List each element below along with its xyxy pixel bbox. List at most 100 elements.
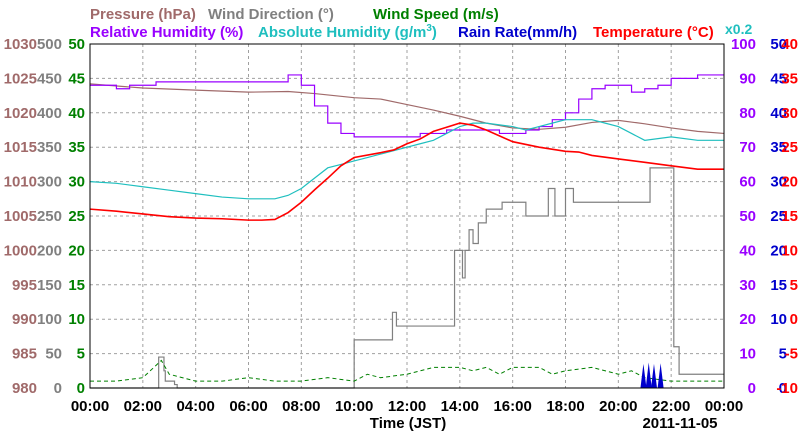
wind-speed-m-s-line: [90, 359, 724, 382]
temp-tick-label: 35: [781, 70, 798, 87]
x-tick-label: 04:00: [176, 398, 214, 415]
pressure-tick-label: 1030: [4, 36, 37, 53]
rh-tick-label: 80: [739, 105, 756, 122]
pressure-tick-label: 1020: [4, 105, 37, 122]
rain-tick-label: 5: [779, 346, 787, 363]
wind_speed-tick-label: 50: [68, 36, 85, 53]
wind_dir-tick-label: 50: [45, 346, 62, 363]
x-tick-label: 10:00: [335, 398, 373, 415]
pressure-tick-label: 1010: [4, 174, 37, 191]
rain-rate-bar: [645, 362, 652, 388]
rain-tick-label: 40: [770, 105, 787, 122]
rh-tick-label: 40: [739, 242, 756, 259]
rain-rate-bar: [640, 363, 647, 388]
rain-rate-bar: [657, 363, 664, 388]
rh-tick-label: 50: [739, 208, 756, 225]
date-label: 2011-11-05: [642, 415, 717, 432]
plot-frame: [89, 43, 725, 389]
wind-direction-line: [90, 167, 724, 389]
absolute-humidity-g-m-line: [89, 119, 724, 200]
rh-tick-label: 90: [739, 70, 756, 87]
rh-tick-label: 10: [739, 346, 756, 363]
scale-note-label: x0.2: [725, 21, 752, 37]
x-tick-label: 02:00: [124, 398, 162, 415]
wind_speed-tick-label: 20: [68, 242, 85, 259]
wind_speed-tick-label: 40: [68, 105, 85, 122]
rain-tick-label: 30: [770, 174, 787, 191]
pressure-tick-label: 1000: [4, 242, 37, 259]
pressure-tick-label: 1005: [4, 208, 37, 225]
rh-tick-label: 60: [739, 174, 756, 191]
legend-item: Wind Speed (m/s): [373, 6, 499, 23]
temp-tick-label: 0: [790, 311, 798, 328]
right-axes: 1009080706050403020100504540353025201510…: [731, 36, 798, 397]
rain-tick-label: 35: [770, 139, 787, 156]
rain-tick-label: 45: [770, 70, 787, 87]
wind_speed-tick-label: 35: [68, 139, 85, 156]
rain-tick-label: 15: [770, 277, 787, 294]
rain-rate-bar: [650, 363, 657, 388]
temp-tick-label: 10: [781, 242, 798, 259]
pressure-tick-label: 990: [12, 311, 37, 328]
wind_speed-tick-label: 25: [68, 208, 85, 225]
wind_dir-tick-label: 500: [37, 36, 62, 53]
x-tick-label: 06:00: [229, 398, 267, 415]
legend-item: Rain Rate(mm/h): [458, 24, 577, 41]
rh-tick-label: 70: [739, 139, 756, 156]
wind_dir-tick-label: 200: [37, 242, 62, 259]
wind_speed-tick-label: 5: [77, 346, 85, 363]
temp-tick-label: 15: [781, 208, 798, 225]
wind_speed-tick-label: 30: [68, 174, 85, 191]
rain-tick-label: 20: [770, 242, 787, 259]
pressure-tick-label: 980: [12, 380, 37, 397]
x-axis: 00:00 02:00 04:00 06:00 08:00 10:00 12:00 14:00…: [71, 398, 743, 415]
rh-tick-label: 20: [739, 311, 756, 328]
legend-item: Temperature (°C): [593, 24, 714, 41]
wind_speed-tick-label: 45: [68, 70, 85, 87]
wind_dir-tick-label: 400: [37, 105, 62, 122]
wind_dir-tick-label: 300: [37, 174, 62, 191]
wind_dir-tick-label: 450: [37, 70, 62, 87]
x-tick-label: 14:00: [441, 398, 479, 415]
pressure-tick-label: 1025: [4, 70, 37, 87]
legend-item: Absolute Humidity (g/m3): [258, 23, 437, 41]
rain-tick-label: 25: [770, 208, 787, 225]
temp-tick-label: 25: [781, 139, 798, 156]
temp-tick-label: 40: [781, 36, 798, 53]
pressure-hpa-line: [89, 83, 725, 135]
x-tick-label: 18:00: [546, 398, 584, 415]
grid: [90, 44, 724, 388]
legend-item: Relative Humidity (%): [90, 24, 243, 41]
legend-item: Pressure (hPa): [90, 6, 196, 23]
series-layer: [89, 74, 725, 389]
x-tick-label: 16:00: [493, 398, 531, 415]
temp-tick-label: 30: [781, 105, 798, 122]
rain-tick-label: 0: [779, 380, 787, 397]
rain-tick-label: 10: [770, 311, 787, 328]
wind_dir-tick-label: 0: [54, 380, 62, 397]
wind_speed-tick-label: 15: [68, 277, 85, 294]
temp-tick-label: -10: [776, 380, 798, 397]
x-tick-label: 22:00: [652, 398, 690, 415]
x-axis-label: Time (JST): [370, 415, 446, 432]
pressure-tick-label: 985: [12, 346, 37, 363]
x-tick-label: 12:00: [388, 398, 426, 415]
x-tick-label: 00:00: [71, 398, 109, 415]
wind_dir-tick-label: 250: [37, 208, 62, 225]
pressure-tick-label: 1015: [4, 139, 37, 156]
wind_dir-tick-label: 100: [37, 311, 62, 328]
x-tick-label: 20:00: [599, 398, 637, 415]
wind_speed-tick-label: 10: [68, 311, 85, 328]
wind_speed-tick-label: 0: [77, 380, 85, 397]
rh-tick-label: 0: [748, 380, 756, 397]
pressure-tick-label: 995: [12, 277, 37, 294]
rain-tick-label: 50: [770, 36, 787, 53]
x-tick-label: 00:00: [705, 398, 743, 415]
wind_dir-tick-label: 150: [37, 277, 62, 294]
rh-tick-label: 30: [739, 277, 756, 294]
temp-tick-label: -5: [785, 346, 798, 363]
temperature-c-line: [89, 122, 724, 221]
legend: Pressure (hPa) Wind Direction (°) Wind Spe…: [90, 6, 752, 41]
legend-item: Wind Direction (°): [208, 6, 334, 23]
